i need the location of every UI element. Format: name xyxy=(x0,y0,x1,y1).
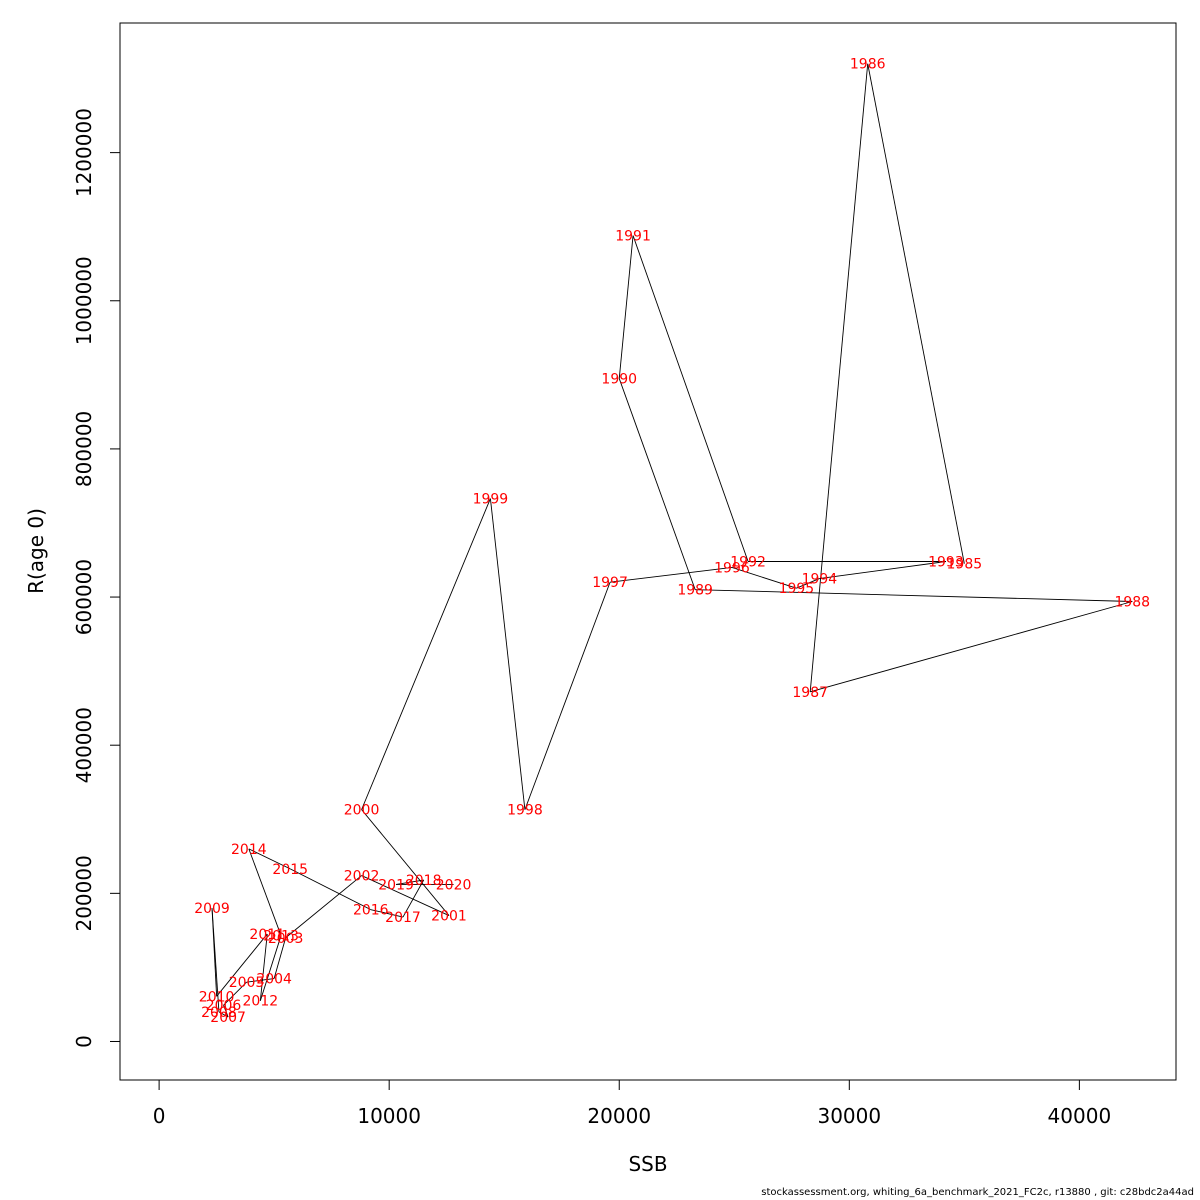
year-label: 2017 xyxy=(385,910,421,926)
y-axis-title: R(age 0) xyxy=(24,508,48,594)
year-label: 2007 xyxy=(210,1010,246,1026)
series-segment xyxy=(273,937,287,979)
series-segment xyxy=(609,566,733,583)
year-label: 2009 xyxy=(194,901,230,917)
series-segment xyxy=(618,235,634,379)
y-tick-label: 1000000 xyxy=(72,256,96,345)
year-label: 2012 xyxy=(243,994,279,1010)
series-segment xyxy=(731,566,797,589)
year-label: 1989 xyxy=(677,583,713,599)
y-tick-label: 600000 xyxy=(72,559,96,635)
series-segment xyxy=(290,868,371,911)
series-segment xyxy=(867,63,965,564)
year-label: 2000 xyxy=(344,803,380,819)
plot-frame xyxy=(119,22,1177,1081)
year-label: 2003 xyxy=(268,931,304,947)
x-tick-label: 30000 xyxy=(817,1104,881,1128)
series-segment xyxy=(246,978,275,983)
year-label: 2020 xyxy=(436,877,472,893)
year-label: 2015 xyxy=(272,862,308,878)
x-axis: 0 10000 20000 30000 40000 xyxy=(153,1079,1112,1128)
series-segment xyxy=(259,934,268,1001)
series-segment xyxy=(361,809,450,916)
series-line xyxy=(211,63,1133,1018)
year-label: 2002 xyxy=(344,869,380,885)
series-segment xyxy=(361,875,450,916)
year-label: 2005 xyxy=(229,975,265,991)
year-label: 2004 xyxy=(256,972,292,988)
year-label: 2011 xyxy=(249,927,285,943)
year-label: 2016 xyxy=(353,903,389,919)
series-segment xyxy=(223,1005,229,1018)
series-segment xyxy=(819,561,946,579)
year-label: 2018 xyxy=(406,873,442,889)
year-label: 2013 xyxy=(263,929,299,945)
x-tick-label: 0 xyxy=(153,1104,166,1128)
y-axis: 0 200000 400000 600000 800000 1000000 1200000 xyxy=(72,108,121,1048)
year-label: 1996 xyxy=(714,560,750,576)
series-segment xyxy=(218,1011,229,1018)
series-segment xyxy=(361,498,491,810)
series-segment xyxy=(632,235,749,562)
year-label: 1987 xyxy=(792,685,828,701)
series-segment xyxy=(248,848,282,936)
year-label: 2008 xyxy=(201,1005,237,1021)
year-label: 1992 xyxy=(730,554,766,570)
series-segment xyxy=(402,879,425,918)
year-label: 2001 xyxy=(431,909,467,925)
x-tick-label: 20000 xyxy=(587,1104,651,1128)
year-label: 2019 xyxy=(378,877,414,893)
series-segment xyxy=(489,498,526,810)
year-label: 1994 xyxy=(802,572,838,588)
year-label: 1997 xyxy=(592,575,628,591)
series-segment xyxy=(796,578,820,589)
year-label: 1993 xyxy=(928,554,964,570)
year-label: 1995 xyxy=(779,581,815,597)
series-segment xyxy=(259,935,282,1001)
year-label: 2014 xyxy=(231,842,267,858)
year-label: 2006 xyxy=(206,998,242,1014)
series-segment xyxy=(810,601,1133,693)
x-tick-label: 40000 xyxy=(1048,1104,1112,1128)
footer-caption: stockassessment.org, whiting_6a_benchmar… xyxy=(761,1187,1194,1198)
year-label: 1988 xyxy=(1114,594,1150,610)
year-label: 1986 xyxy=(850,57,886,73)
year-label: 1998 xyxy=(507,803,543,819)
year-label: 1985 xyxy=(947,557,983,573)
y-tick-label: 400000 xyxy=(72,707,96,783)
series-segment xyxy=(285,875,362,939)
year-label: 1990 xyxy=(601,372,637,388)
y-tick-label: 800000 xyxy=(72,411,96,487)
series-segment xyxy=(524,582,611,810)
year-labels: 1985 1986 1987 1988 1989 1990 1991 1992 1993 1994… xyxy=(194,57,1150,1026)
x-axis-title: SSB xyxy=(628,1152,667,1176)
series-segment xyxy=(396,879,424,885)
series-segment xyxy=(695,589,1133,602)
year-label: 2010 xyxy=(199,989,235,1005)
series-segment xyxy=(809,63,869,692)
y-tick-label: 200000 xyxy=(72,855,96,931)
series-segment xyxy=(211,908,218,997)
series-segment xyxy=(248,848,291,870)
series-segment xyxy=(370,909,404,918)
series-segment xyxy=(618,378,696,590)
y-tick-label: 1200000 xyxy=(72,108,96,197)
series-segment xyxy=(216,933,268,997)
series-segment xyxy=(223,981,247,1006)
year-label: 1999 xyxy=(473,492,509,508)
year-label: 1991 xyxy=(615,229,651,245)
x-tick-label: 10000 xyxy=(357,1104,421,1128)
y-tick-label: 0 xyxy=(72,1035,96,1048)
